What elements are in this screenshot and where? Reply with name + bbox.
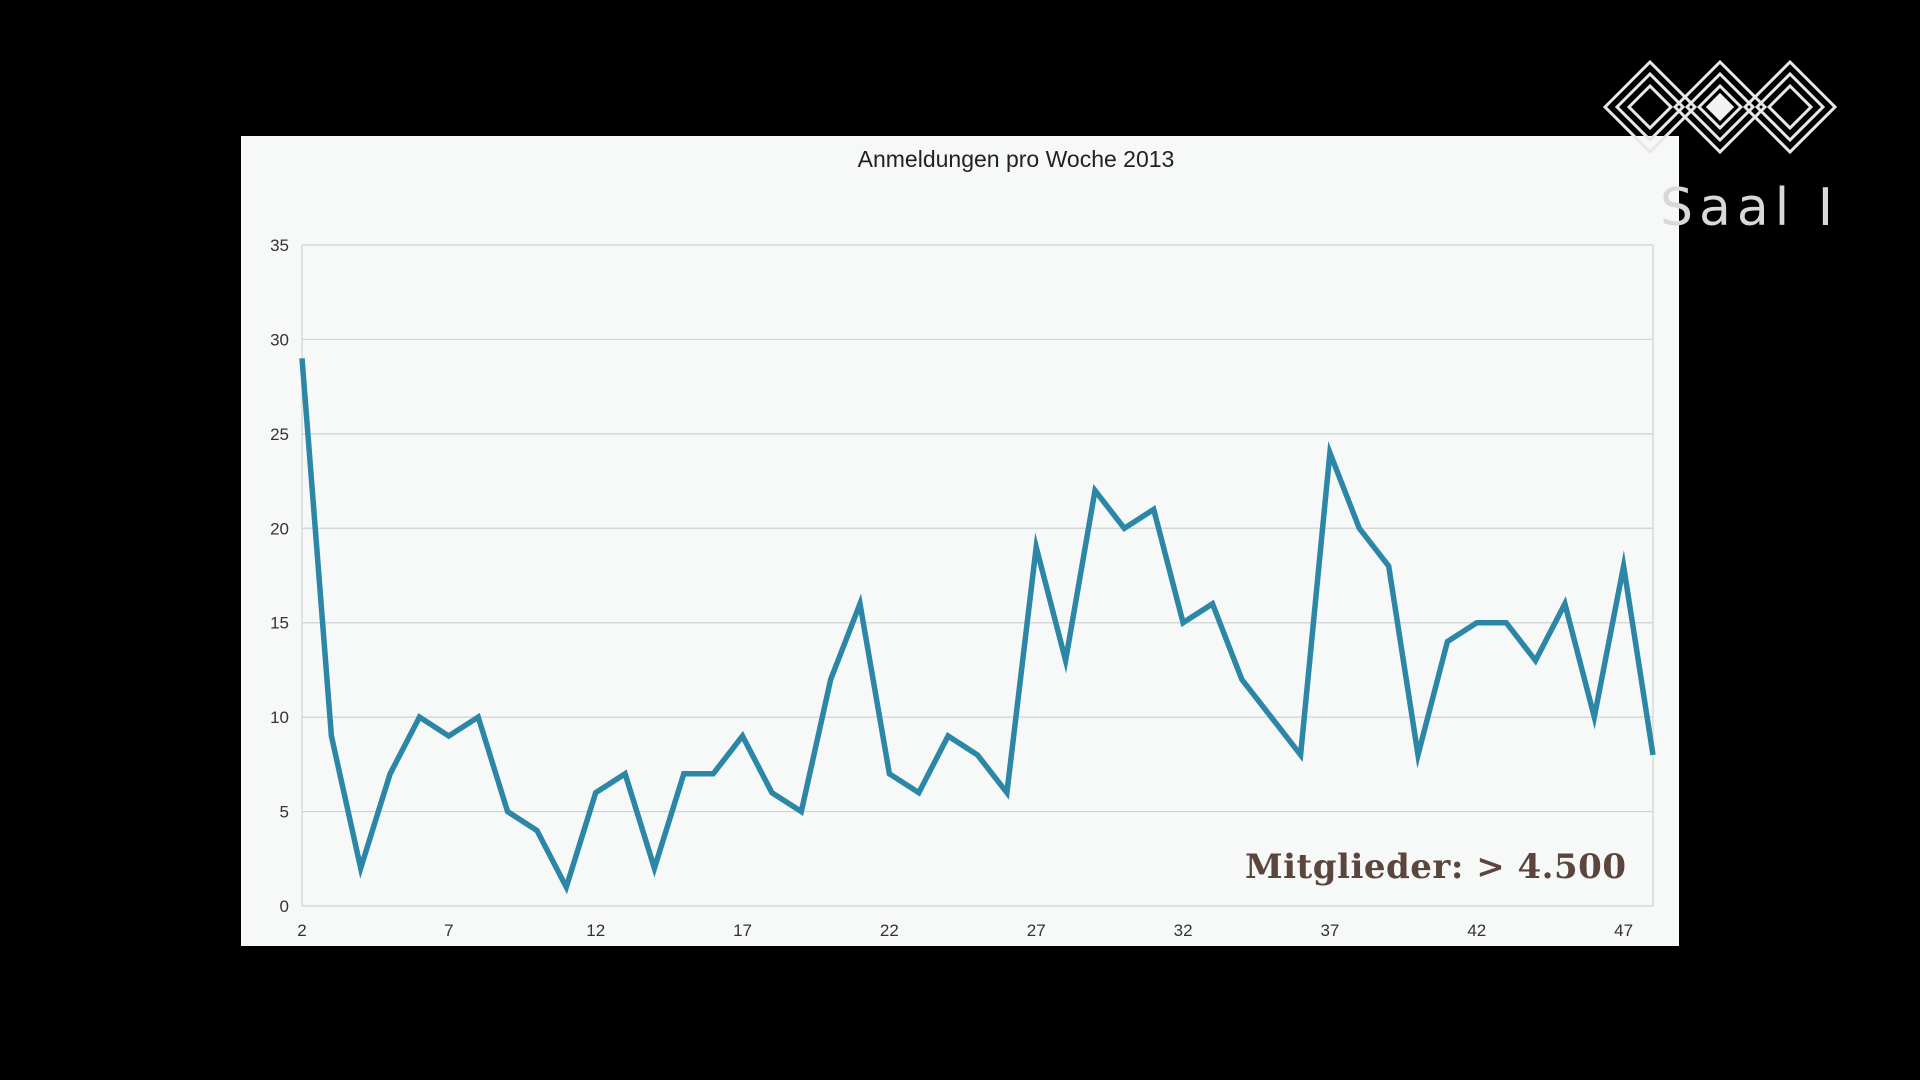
x-tick-label: 22 [880,921,899,940]
x-tick-label: 2 [297,921,306,940]
x-tick-label: 12 [586,921,605,940]
y-tick-label: 5 [280,803,289,822]
x-tick-label: 42 [1467,921,1486,940]
series-layer [299,358,1656,895]
y-tick-label: 0 [280,897,289,916]
x-tick-label: 32 [1174,921,1193,940]
grid-lines [302,244,1653,907]
x-tick-label: 7 [444,921,453,940]
x-tick-labels: 2 7 12 17 22 27 32 37 42 47 [297,921,1633,940]
y-tick-label: 10 [270,708,289,727]
y-tick-label: 30 [270,330,289,349]
x-tick-label: 17 [733,921,752,940]
event-logo-icon [1602,59,1838,155]
x-tick-label: 47 [1614,921,1633,940]
x-tick-label: 27 [1027,921,1046,940]
y-tick-labels: 0 5 10 15 20 25 30 35 [270,236,289,916]
y-tick-label: 25 [270,425,289,444]
members-annotation: Mitglieder: > 4.500 [1245,847,1627,887]
room-label: Saal I [1660,178,1840,238]
chart-slide: 0 5 10 15 20 25 30 35 2 7 12 17 22 27 32 37 42 47 Anmeld… [241,136,1679,946]
chart-title: Anmeldungen pro Woche 2013 [857,146,1175,172]
axes [301,245,1654,906]
y-tick-label: 15 [270,614,289,633]
y-tick-label: 35 [270,236,289,255]
x-tick-label: 37 [1320,921,1339,940]
y-tick-label: 20 [270,519,289,538]
